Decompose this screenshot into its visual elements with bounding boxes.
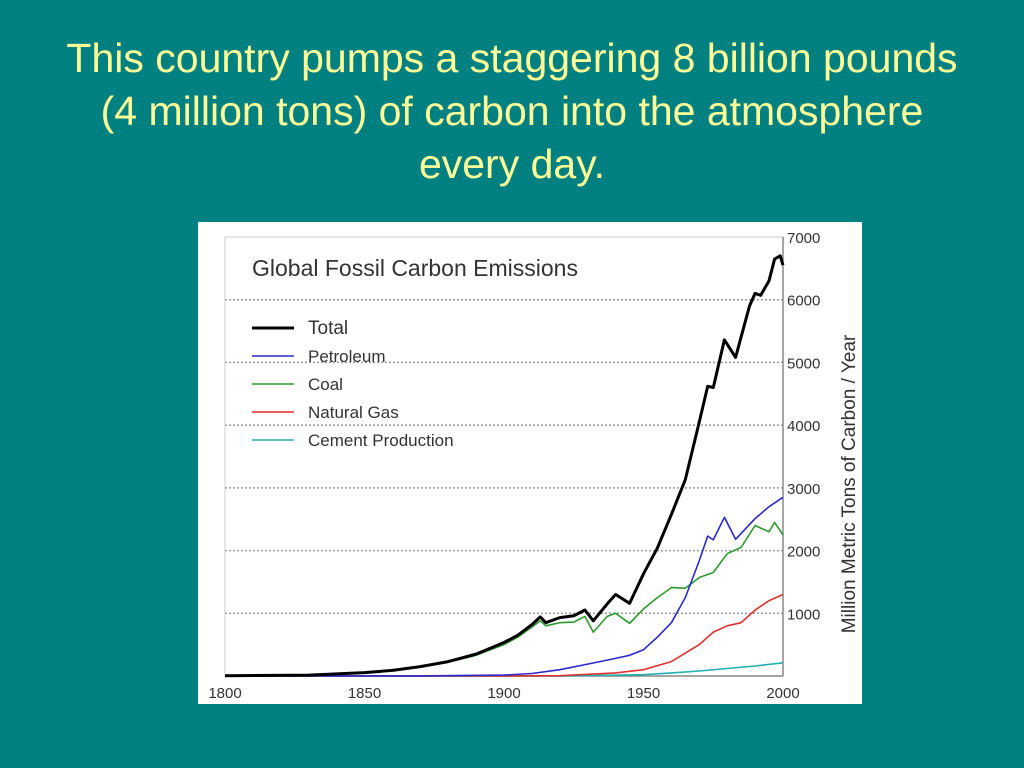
emissions-chart: 1000 2000 3000 4000 5000 6000 7000 1800 1850 1900… — [198, 222, 862, 704]
slide-title: This country pumps a staggering 8 billio… — [66, 35, 958, 187]
x-tick-label: 2000 — [766, 685, 799, 702]
y-tick-label: 5000 — [787, 355, 820, 372]
x-tick-label: 1900 — [487, 685, 520, 702]
x-tick-label: 1950 — [627, 685, 660, 702]
y-tick-label: 2000 — [787, 544, 820, 561]
legend-label: Natural Gas — [308, 403, 399, 422]
chart-title: Global Fossil Carbon Emissions — [252, 255, 578, 281]
y-tick-label: 1000 — [787, 606, 820, 623]
series-line-natural-gas — [225, 593, 784, 677]
legend-label: Petroleum — [308, 347, 385, 366]
chart-svg: 1000 2000 3000 4000 5000 6000 7000 1800 1850 1900… — [208, 230, 860, 702]
y-tick-label: 3000 — [787, 481, 820, 498]
plot-frame — [224, 236, 784, 677]
legend-label: Cement Production — [308, 431, 454, 450]
legend-label: Total — [308, 318, 348, 339]
x-tick-label: 1850 — [348, 685, 381, 702]
legend-label: Coal — [308, 375, 343, 394]
y-tick-label: 4000 — [787, 418, 820, 435]
x-tick-label: 1800 — [208, 685, 241, 702]
y-tick-label: 6000 — [787, 293, 820, 310]
series-line-coal — [224, 521, 784, 677]
y-tick-label: 7000 — [787, 230, 820, 247]
y-axis-label: Million Metric Tons of Carbon / Year — [839, 334, 860, 633]
series-line-petroleum — [224, 496, 784, 677]
series-line-total — [224, 254, 785, 678]
